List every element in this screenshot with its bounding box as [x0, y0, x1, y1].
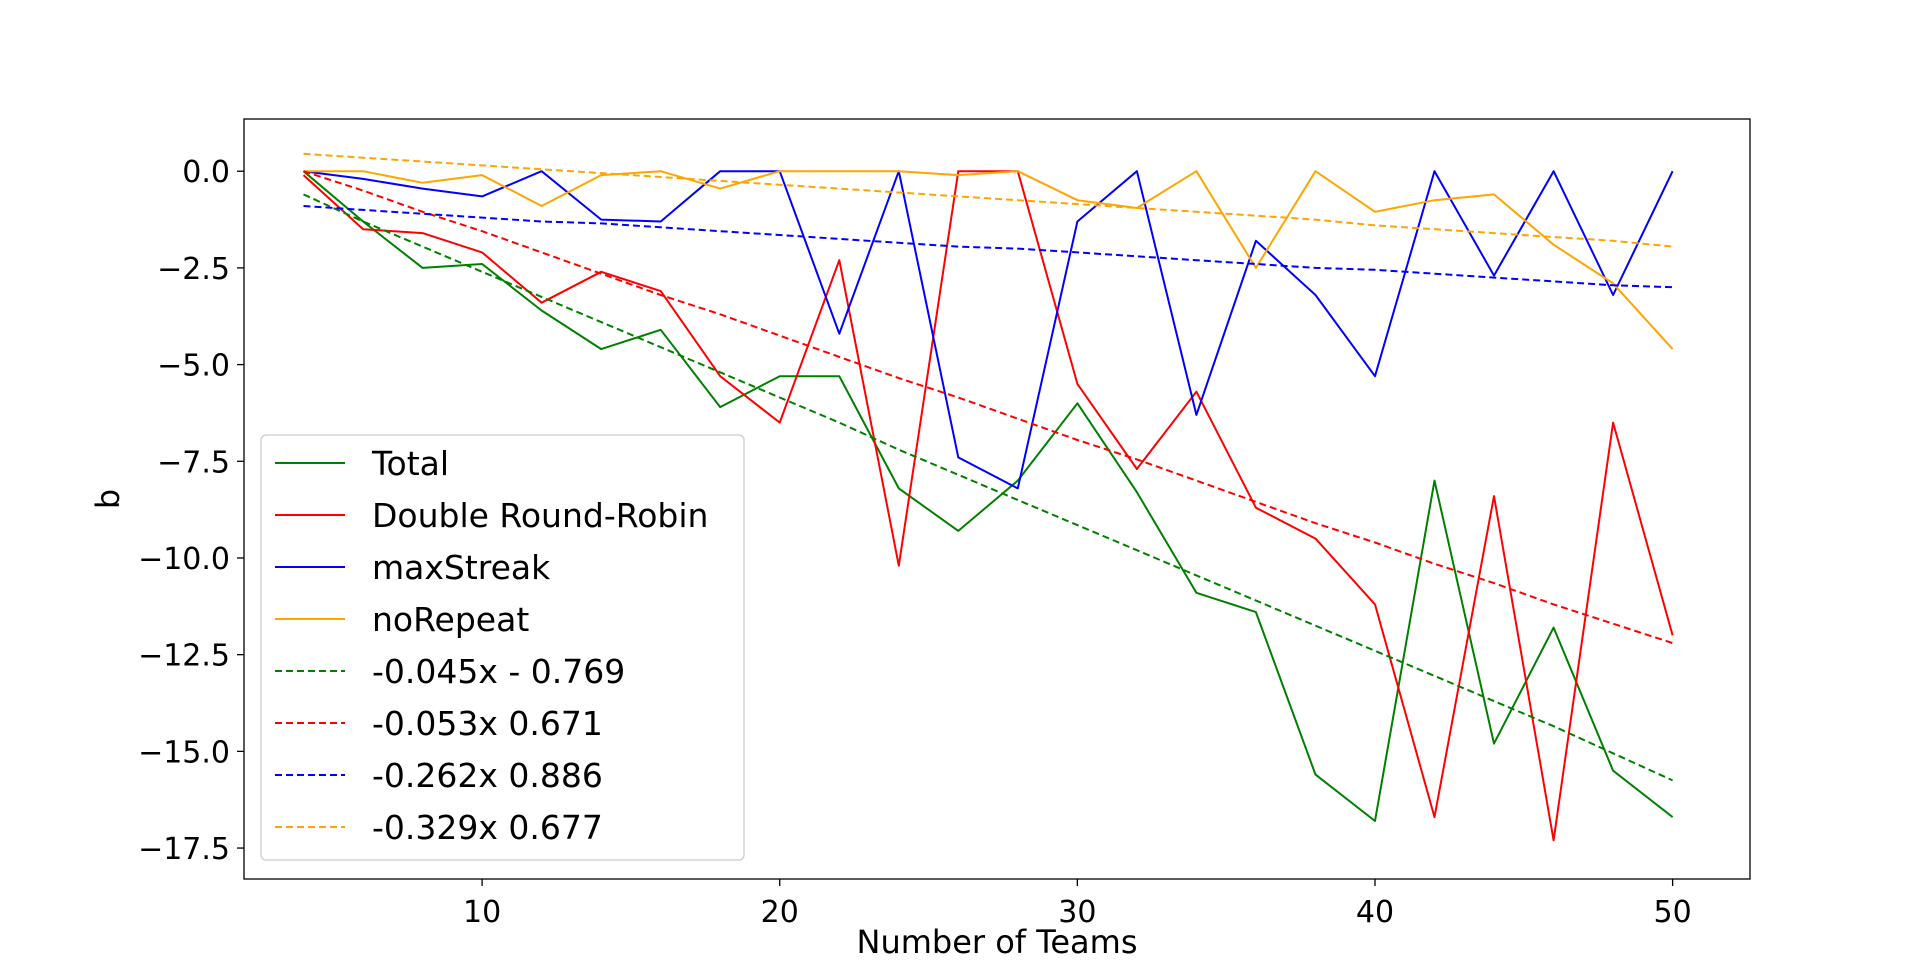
y-tick-label: −7.5: [157, 445, 230, 480]
series-line-3: [303, 170, 1674, 350]
x-tick-label: 20: [761, 895, 799, 930]
y-tick-label: −5.0: [157, 349, 230, 384]
legend-entry-label: noRepeat: [372, 600, 529, 639]
y-tick-label: 0.0: [182, 155, 230, 190]
y-tick-label: −2.5: [157, 252, 230, 287]
series-layer: [302, 152, 1674, 842]
legend-entry-label: maxStreak: [372, 548, 551, 587]
legend-entry-label: -0.262x 0.886: [372, 756, 603, 795]
x-tick-label: 30: [1058, 895, 1096, 930]
axis-ticks: 10 20 30 40 50 0.0 −2.5 −5.0 −7.5 −10.0 −12.5 −15.0…: [138, 155, 1692, 930]
y-tick-label: −10.0: [138, 542, 230, 577]
series-line-7: [303, 152, 1673, 248]
legend-entry-label: Double Round-Robin: [372, 496, 708, 535]
legend-entry-label: -0.329x 0.677: [372, 808, 603, 847]
legend-entry-label: Total: [371, 444, 449, 483]
x-tick-label: 40: [1356, 895, 1394, 930]
legend: Total Double Round-Robin maxStreak noRepeat…: [260, 434, 745, 861]
series-line-4: [303, 193, 1674, 782]
y-tick-label: −17.5: [138, 832, 230, 867]
y-tick-label: −12.5: [138, 639, 230, 674]
y-axis-label: b: [89, 489, 127, 509]
legend-box: [260, 434, 745, 861]
series-line-2: [303, 170, 1674, 490]
series-line-1: [302, 170, 1674, 842]
x-tick-label: 10: [463, 895, 501, 930]
x-axis-label: Number of Teams: [857, 923, 1138, 961]
legend-entry-label: -0.053x 0.671: [372, 704, 603, 743]
plot-area-frame: [243, 118, 1751, 880]
y-tick-label: −15.0: [138, 735, 230, 770]
series-line-0: [302, 170, 1674, 822]
legend-entry-label: -0.045x - 0.769: [372, 652, 625, 691]
series-line-6: [303, 205, 1673, 289]
x-tick-label: 50: [1654, 895, 1692, 930]
